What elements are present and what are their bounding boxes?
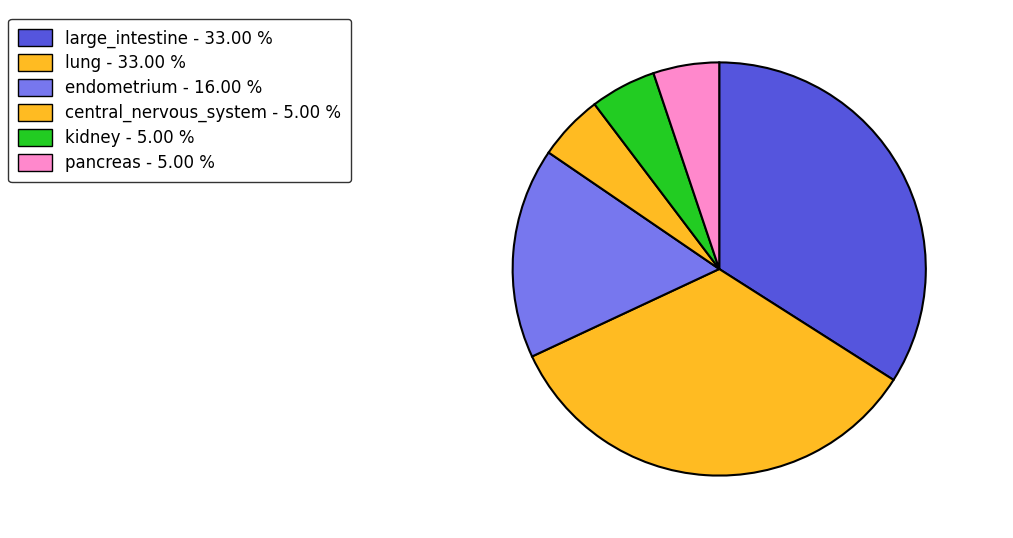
Wedge shape (532, 269, 893, 476)
Legend: large_intestine - 33.00 %, lung - 33.00 %, endometrium - 16.00 %, central_nervou: large_intestine - 33.00 %, lung - 33.00 … (8, 19, 350, 182)
Wedge shape (719, 62, 926, 380)
Wedge shape (549, 104, 719, 269)
Wedge shape (595, 73, 719, 269)
Wedge shape (513, 152, 719, 357)
Wedge shape (653, 62, 719, 269)
